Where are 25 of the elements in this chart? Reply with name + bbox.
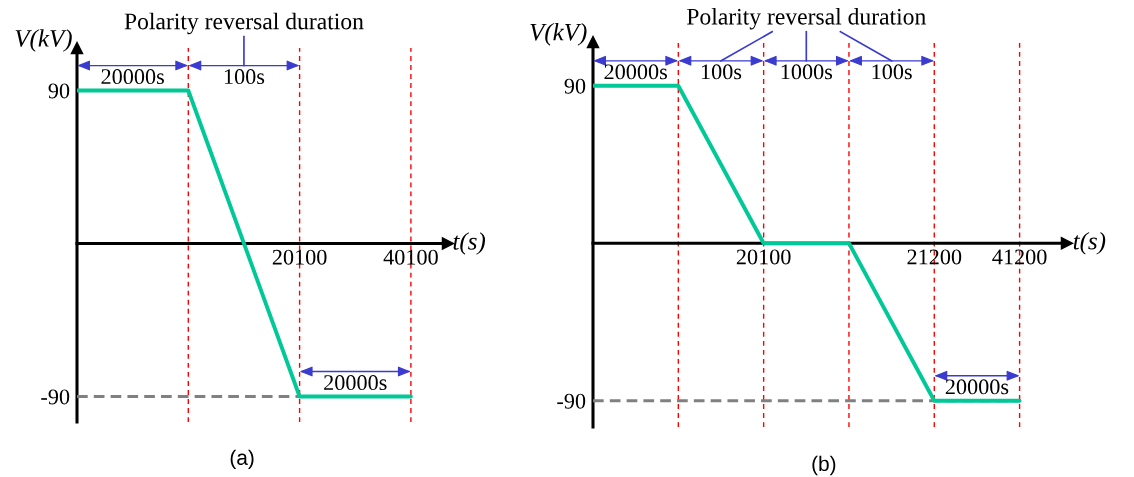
annotation: 100s	[872, 64, 912, 80]
annotation: 20000s	[101, 69, 164, 85]
annotation: 20000s	[604, 64, 667, 80]
annotation: 20000s	[945, 379, 1009, 395]
y-tick-label: -90	[41, 389, 70, 405]
x-tick-label: 20100	[272, 249, 327, 265]
y-tick-label: -90	[557, 393, 586, 409]
x-axis-title: t(s)	[1073, 231, 1106, 255]
annotation: 20000s	[324, 375, 387, 391]
y-axis-title: V(kV)	[15, 29, 72, 52]
x-tick-label: 20100	[736, 249, 791, 265]
annotation: 100s	[224, 69, 265, 85]
y-tick-label: 90	[48, 83, 70, 99]
x-tick-label: 41200	[992, 249, 1047, 265]
x-tick-label: 40100	[383, 249, 438, 265]
annotation: 100s	[701, 64, 742, 80]
text: Polarity reversal duration	[124, 12, 364, 35]
x-axis-title: t(s)	[453, 232, 486, 255]
text: (b)	[812, 455, 836, 476]
x-tick-label: 21200	[907, 249, 962, 265]
annotation: 1000s	[781, 64, 833, 80]
y-axis-title: V(kV)	[530, 22, 587, 46]
text: Polarity reversal duration	[686, 8, 926, 30]
text: (a)	[230, 449, 254, 470]
y-tick-label: 90	[564, 78, 586, 94]
